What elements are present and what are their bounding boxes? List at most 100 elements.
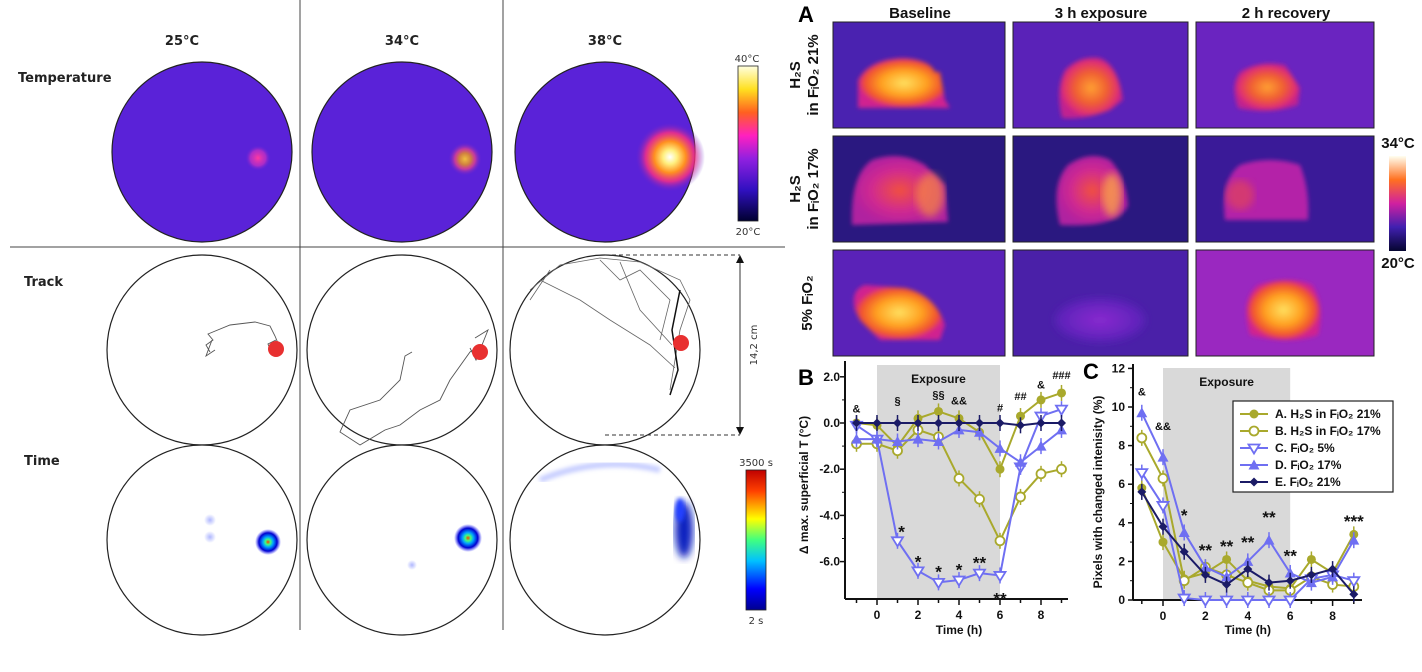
temperature-arena-25c <box>111 61 293 243</box>
data-point-C <box>1198 595 1213 608</box>
exposure-label: Exposure <box>911 372 966 386</box>
data-point-C <box>1283 595 1298 608</box>
legend-label: D. FᵢO₂ 17% <box>1275 458 1342 472</box>
significance-annotation: ### <box>1052 370 1070 382</box>
series-C <box>1134 464 1361 608</box>
chart-b: Exposure B 2.0 0.0 -2.0 -4.0 -6.0 0 2 4 6 8 Time (h)… <box>797 361 1071 637</box>
x-tick-label: 4 <box>956 608 963 622</box>
data-point-E <box>1200 570 1210 580</box>
data-point-B <box>1242 577 1254 589</box>
x-tick-label: 4 <box>1244 609 1251 623</box>
row-label-track: Track <box>24 275 63 290</box>
data-point-D <box>1035 440 1047 451</box>
temperature-arena-34c <box>311 61 493 243</box>
colorbar-max-label: 3500 s <box>739 458 773 469</box>
significance-annotation: && <box>1155 421 1171 433</box>
row-label-temperature: Temperature <box>18 71 112 86</box>
data-point-D <box>933 435 944 446</box>
panel-label: C <box>1083 359 1099 384</box>
data-point-C <box>1134 468 1149 480</box>
data-point-D <box>851 433 862 444</box>
x-tick-label: 0 <box>874 608 881 622</box>
data-point-C <box>910 566 926 579</box>
thermal-image-5fio2-baseline <box>832 249 1006 357</box>
track-path <box>529 257 691 391</box>
x-tick-label: 6 <box>1287 609 1294 623</box>
y-tick-label: 8 <box>1118 439 1125 453</box>
significance-annotation: ## <box>1014 391 1026 403</box>
column-header-34c: 34°C <box>385 34 419 49</box>
exposure-label: Exposure <box>1199 375 1254 389</box>
time-arena-25c <box>106 444 298 636</box>
data-point-B <box>994 535 1006 547</box>
data-point-A <box>1222 554 1232 564</box>
data-point-A <box>1016 411 1025 421</box>
legend-item-A: A. H₂S in FᵢO₂ 21% <box>1240 407 1381 421</box>
thermal-image-h2s17-3h <box>1012 135 1189 243</box>
data-point-B <box>974 493 985 505</box>
row-label-5-fio2: 5% FᵢO₂ <box>799 275 816 330</box>
data-point-D <box>871 433 883 444</box>
data-point-B <box>1157 473 1169 484</box>
y-tick-label: 12 <box>1112 361 1126 375</box>
data-point-E <box>1243 564 1253 574</box>
legend-item-C: C. FᵢO₂ 5% <box>1240 441 1335 456</box>
data-point-B <box>953 473 965 484</box>
data-point-D <box>1157 451 1169 462</box>
data-point-A <box>1306 554 1316 564</box>
heat-source-marker <box>268 341 284 357</box>
data-point-D <box>1284 567 1296 578</box>
legend-marker <box>1249 477 1259 487</box>
row-label-line2: in FᵢO₂ 17% <box>805 148 822 229</box>
chart-c: Exposure C 0 2 4 6 8 10 12 0 2 4 6 8 Time (h) Pixels wi… <box>1083 359 1394 637</box>
track-arena-34c <box>306 254 498 446</box>
significance-annotation: & <box>1138 386 1146 398</box>
data-point-B <box>1136 432 1148 444</box>
temperature-arena-38c <box>514 61 705 243</box>
significance-annotation: ** <box>1220 537 1234 556</box>
x-axis-label: Time (h) <box>1225 623 1271 637</box>
series-E <box>852 415 1066 434</box>
track-arena-38c <box>509 254 701 446</box>
data-point-D <box>912 433 924 444</box>
significance-annotation: * <box>935 563 942 582</box>
significance-annotation: ** <box>993 589 1007 608</box>
x-axis-label: Time (h) <box>936 623 982 637</box>
panel-a-colorbar: 34°C 20°C <box>1381 135 1415 272</box>
y-tick-label: 2 <box>1118 554 1125 568</box>
y-axis-label: Pixels with changed intenisity (%) <box>1091 396 1105 589</box>
legend-label: E. FᵢO₂ 21% <box>1275 475 1341 489</box>
thermal-image-5fio2-recovery <box>1195 249 1375 357</box>
thermal-image-h2s21-3h <box>1012 21 1189 129</box>
legend-marker <box>1248 459 1260 470</box>
scale-label: 14,2 cm <box>749 325 760 366</box>
panel-label-a: A <box>798 2 814 27</box>
data-point-C <box>1054 404 1069 417</box>
data-point-E <box>893 418 902 428</box>
legend-marker <box>1249 409 1259 419</box>
y-tick-label: 0.0 <box>823 416 840 430</box>
heat-source-marker <box>472 344 488 360</box>
data-point-A <box>995 464 1005 474</box>
y-tick-label: 0 <box>1118 593 1125 607</box>
series-E <box>1137 483 1359 603</box>
legend-item-D: D. FᵢO₂ 17% <box>1240 458 1342 472</box>
y-tick-label: -4.0 <box>819 508 840 522</box>
data-point-E <box>1016 420 1025 430</box>
y-tick-label: -6.0 <box>819 555 840 569</box>
data-point-E <box>913 418 923 428</box>
data-point-E <box>1264 578 1274 588</box>
thermal-image-h2s17-baseline <box>832 135 1006 243</box>
legend-marker <box>1248 425 1260 437</box>
legend-item-B: B. H₂S in FᵢO₂ 17% <box>1240 424 1381 438</box>
temperature-colorbar: 40°C 20°C <box>735 54 761 238</box>
y-tick-label: -2.0 <box>819 462 840 476</box>
data-point-D <box>994 442 1006 453</box>
data-point-E <box>1137 487 1147 497</box>
track-arena-25c <box>106 254 298 446</box>
significance-annotation: ** <box>1284 547 1298 566</box>
significance-annotation: §§ <box>932 390 944 402</box>
significance-annotation: && <box>951 396 967 408</box>
data-point-C <box>972 568 987 581</box>
